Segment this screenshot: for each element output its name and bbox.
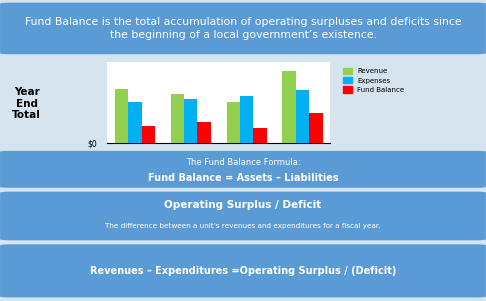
Text: Fund Balance = Assets – Liabilities: Fund Balance = Assets – Liabilities: [148, 172, 338, 183]
Bar: [253, 128, 267, 143]
FancyBboxPatch shape: [0, 3, 486, 54]
Bar: [296, 90, 309, 143]
Bar: [240, 96, 253, 143]
Bar: [115, 89, 128, 143]
FancyBboxPatch shape: [0, 192, 486, 240]
FancyBboxPatch shape: [0, 151, 486, 188]
Bar: [197, 122, 211, 143]
Text: Year
End
Total: Year End Total: [12, 87, 41, 120]
Bar: [184, 99, 197, 143]
Bar: [141, 126, 155, 143]
Text: The difference between a unit’s revenues and expenditures for a fiscal year.: The difference between a unit’s revenues…: [105, 223, 381, 229]
Bar: [226, 101, 240, 143]
Text: Revenues – Expenditures =Operating Surplus / (Deficit): Revenues – Expenditures =Operating Surpl…: [90, 266, 396, 276]
Text: Fund Balance is the total accumulation of operating surpluses and deficits since: Fund Balance is the total accumulation o…: [25, 17, 461, 40]
Text: Operating Surplus / Deficit: Operating Surplus / Deficit: [164, 200, 322, 210]
Legend: Revenue, Expenses, Fund Balance: Revenue, Expenses, Fund Balance: [341, 65, 407, 96]
Text: The Fund Balance Formula:: The Fund Balance Formula:: [186, 158, 300, 167]
FancyBboxPatch shape: [0, 244, 486, 297]
Bar: [128, 101, 141, 143]
Bar: [282, 72, 296, 143]
Bar: [309, 113, 323, 143]
Bar: [171, 94, 184, 143]
